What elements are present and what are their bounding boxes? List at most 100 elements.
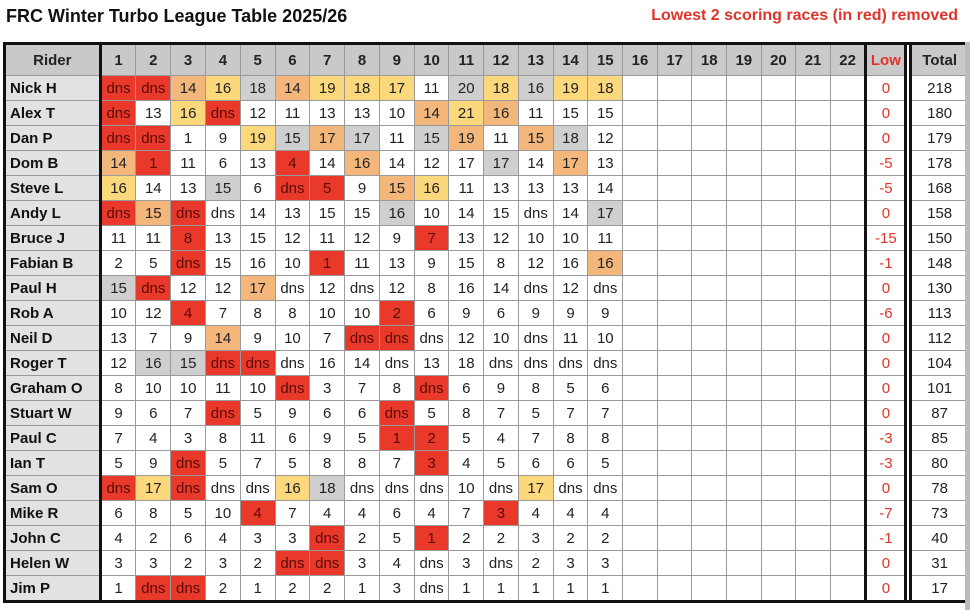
race-result: 9 bbox=[552, 300, 589, 326]
race-result: 13 bbox=[378, 250, 415, 276]
race-result: 12 bbox=[552, 275, 589, 301]
race-result bbox=[829, 125, 867, 151]
race-result bbox=[622, 75, 658, 101]
rider-name: Helen W bbox=[4, 550, 102, 576]
race-result bbox=[829, 275, 867, 301]
race-result bbox=[656, 500, 693, 526]
header-race: 13 bbox=[517, 43, 554, 76]
table-row: Bruce J 11 11 8 13 15 12 11 12 9 7 13 12 10 10 11 -15 150 bbox=[4, 225, 969, 251]
race-result bbox=[726, 75, 762, 101]
race-result: 18 bbox=[448, 350, 485, 376]
low-removed: 0 bbox=[864, 550, 907, 576]
race-result: 10 bbox=[587, 325, 624, 351]
race-result: 4 bbox=[413, 500, 450, 526]
race-result: dns bbox=[413, 375, 450, 401]
low-removed: -7 bbox=[864, 500, 907, 526]
race-result: 6 bbox=[99, 500, 137, 526]
total-points: 130 bbox=[910, 275, 969, 301]
race-result bbox=[760, 500, 797, 526]
race-result: 6 bbox=[274, 425, 311, 451]
rider-name: Mike R bbox=[4, 500, 102, 526]
race-result: 16 bbox=[170, 100, 206, 126]
race-result bbox=[726, 125, 762, 151]
race-result: 4 bbox=[170, 300, 206, 326]
race-result: 10 bbox=[239, 375, 276, 401]
total-points: 31 bbox=[910, 550, 969, 576]
race-result bbox=[760, 450, 797, 476]
race-result bbox=[760, 425, 797, 451]
race-result bbox=[691, 400, 728, 426]
race-result: 7 bbox=[552, 400, 589, 426]
rider-name: Stuart W bbox=[4, 400, 102, 426]
table-row: Dom B 14 1 11 6 13 4 14 16 14 12 17 17 14 17 13 -5 178 bbox=[4, 150, 969, 176]
total-points: 150 bbox=[910, 225, 969, 251]
race-result bbox=[656, 475, 693, 501]
rider-name: Steve L bbox=[4, 175, 102, 201]
header-race: 22 bbox=[829, 43, 867, 76]
race-result: 13 bbox=[413, 350, 450, 376]
race-result: 1 bbox=[448, 575, 485, 602]
header-race: 21 bbox=[795, 43, 831, 76]
race-result: 3 bbox=[274, 525, 311, 551]
race-result bbox=[726, 550, 762, 576]
race-result: 15 bbox=[483, 200, 519, 226]
rider-name: Paul H bbox=[4, 275, 102, 301]
header-race: 12 bbox=[483, 43, 519, 76]
race-result bbox=[760, 125, 797, 151]
race-result bbox=[760, 75, 797, 101]
race-result: dns bbox=[135, 125, 172, 151]
race-result: dns bbox=[517, 275, 554, 301]
race-result: 5 bbox=[517, 400, 554, 426]
race-result: 10 bbox=[99, 300, 137, 326]
low-removed: -5 bbox=[864, 175, 907, 201]
race-result: 5 bbox=[204, 450, 241, 476]
race-result bbox=[656, 100, 693, 126]
rider-name: Dan P bbox=[4, 125, 102, 151]
race-result: 2 bbox=[448, 525, 485, 551]
low-removed: -6 bbox=[864, 300, 907, 326]
race-result bbox=[656, 175, 693, 201]
race-result: 16 bbox=[483, 100, 519, 126]
race-result: 5 bbox=[99, 450, 137, 476]
race-result: dns bbox=[552, 475, 589, 501]
total-points: 40 bbox=[910, 525, 969, 551]
race-result bbox=[795, 500, 831, 526]
race-result bbox=[795, 400, 831, 426]
race-result: 19 bbox=[448, 125, 485, 151]
rider-name: Graham O bbox=[4, 375, 102, 401]
race-result: dns bbox=[587, 275, 624, 301]
race-result bbox=[691, 300, 728, 326]
header-race: 6 bbox=[274, 43, 311, 76]
total-points: 87 bbox=[910, 400, 969, 426]
page-title: FRC Winter Turbo League Table 2025/26 bbox=[6, 6, 348, 26]
race-result: 12 bbox=[309, 275, 346, 301]
race-result bbox=[656, 550, 693, 576]
race-result: 2 bbox=[552, 525, 589, 551]
race-result bbox=[656, 425, 693, 451]
race-result: 19 bbox=[239, 125, 276, 151]
race-result: 8 bbox=[170, 225, 206, 251]
total-points: 148 bbox=[910, 250, 969, 276]
race-result: 6 bbox=[517, 450, 554, 476]
race-result bbox=[829, 325, 867, 351]
race-result: 8 bbox=[99, 375, 137, 401]
race-result: 10 bbox=[204, 500, 241, 526]
race-result bbox=[795, 475, 831, 501]
race-result: 7 bbox=[587, 400, 624, 426]
race-result: dns bbox=[204, 400, 241, 426]
header-total: Total bbox=[910, 43, 969, 76]
total-points: 17 bbox=[910, 575, 969, 602]
race-result: 8 bbox=[309, 450, 346, 476]
rider-name: Rob A bbox=[4, 300, 102, 326]
race-result: 16 bbox=[99, 175, 137, 201]
race-result: dns bbox=[378, 325, 415, 351]
race-result: 15 bbox=[587, 100, 624, 126]
race-result: 9 bbox=[344, 175, 380, 201]
race-result bbox=[691, 100, 728, 126]
race-result: 5 bbox=[274, 450, 311, 476]
race-result bbox=[829, 100, 867, 126]
race-result bbox=[726, 150, 762, 176]
